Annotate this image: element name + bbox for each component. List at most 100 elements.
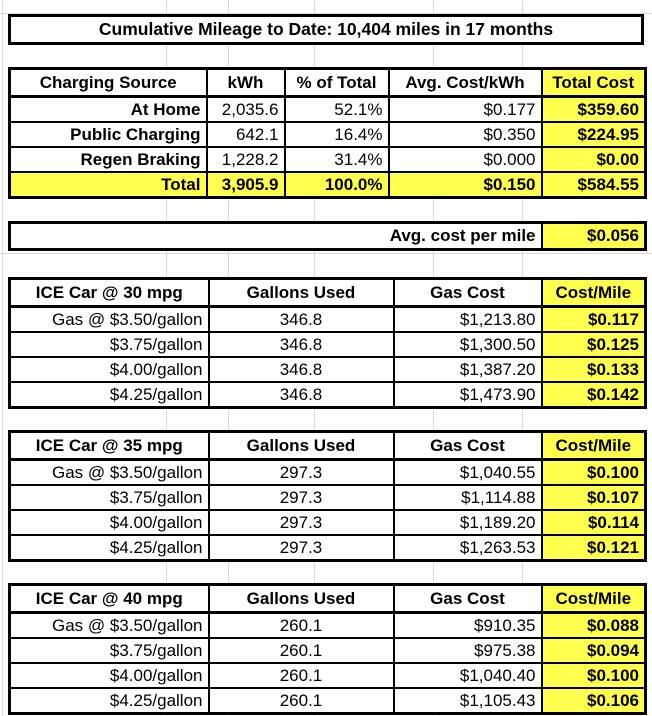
header-total-cost[interactable]: Total Cost	[540, 67, 647, 98]
header-cost-mile[interactable]: Cost/Mile	[540, 277, 647, 308]
total-row: Total 3,905.9 100.0% $0.150 $584.55	[8, 171, 647, 199]
cell-total-cost[interactable]: $584.55	[540, 171, 647, 199]
cell-gallons[interactable]: 297.3	[207, 484, 395, 511]
cell-label[interactable]: $4.00/gallon	[8, 356, 210, 383]
header-ice-35mpg[interactable]: ICE Car @ 35 mpg	[8, 430, 210, 461]
table-row: $4.25/gallon 346.8 $1,473.90 $0.142	[8, 381, 647, 409]
cell-gallons[interactable]: 260.1	[207, 637, 395, 664]
cell-cost-per-mile[interactable]: $0.100	[540, 458, 647, 486]
header-row: ICE Car @ 35 mpg Gallons Used Gas Cost C…	[8, 430, 647, 461]
cell-pct[interactable]: 16.4%	[283, 121, 390, 148]
cell-total-cost[interactable]: $224.95	[540, 121, 647, 148]
cell-gallons[interactable]: 346.8	[207, 356, 395, 383]
cell-label[interactable]: $4.25/gallon	[8, 381, 210, 409]
header-kwh[interactable]: kWh	[205, 67, 286, 98]
cell-label[interactable]: Gas @ $3.50/gallon	[8, 458, 210, 486]
header-gallons-used[interactable]: Gallons Used	[207, 583, 395, 614]
cell-avg-cost[interactable]: $0.177	[387, 95, 543, 123]
cell-gallons[interactable]: 297.3	[207, 509, 395, 536]
title-bar[interactable]: Cumulative Mileage to Date: 10,404 miles…	[8, 14, 644, 45]
cell-gas-cost[interactable]: $910.35	[392, 611, 543, 639]
header-gallons-used[interactable]: Gallons Used	[207, 277, 395, 308]
cell-label[interactable]: $4.25/gallon	[8, 534, 210, 562]
cell-avg-cost[interactable]: $0.350	[387, 121, 543, 148]
cell-cost-per-mile[interactable]: $0.121	[540, 534, 647, 562]
table-row: Regen Braking 1,228.2 31.4% $0.000 $0.00	[8, 146, 647, 173]
cell-cost-per-mile[interactable]: $0.133	[540, 356, 647, 383]
cell-cost-per-mile[interactable]: $0.114	[540, 509, 647, 536]
cell-label[interactable]: $3.75/gallon	[8, 331, 210, 358]
cell-avg-cost[interactable]: $0.000	[387, 146, 543, 173]
table-row: Gas @ $3.50/gallon 260.1 $910.35 $0.088	[8, 611, 647, 639]
cell-gas-cost[interactable]: $1,105.43	[392, 687, 543, 715]
cell-gallons[interactable]: 346.8	[207, 305, 395, 333]
cell-cost-per-mile[interactable]: $0.088	[540, 611, 647, 639]
charging-summary-table: Charging Source kWh % of Total Avg. Cost…	[8, 67, 647, 199]
cell-label[interactable]: $4.00/gallon	[8, 662, 210, 689]
cell-gallons[interactable]: 297.3	[207, 534, 395, 562]
cell-kwh[interactable]: 3,905.9	[205, 171, 286, 199]
header-cost-mile[interactable]: Cost/Mile	[540, 430, 647, 461]
cell-kwh[interactable]: 1,228.2	[205, 146, 286, 173]
table-row: $3.75/gallon 346.8 $1,300.50 $0.125	[8, 331, 647, 358]
cell-label[interactable]: At Home	[8, 95, 208, 123]
cell-pct[interactable]: 52.1%	[283, 95, 390, 123]
table-row: At Home 2,035.6 52.1% $0.177 $359.60	[8, 95, 647, 123]
cell-kwh[interactable]: 2,035.6	[205, 95, 286, 123]
cell-avg-cost-label[interactable]: Avg. cost per mile	[8, 221, 543, 251]
cell-label[interactable]: $4.25/gallon	[8, 687, 210, 715]
header-gas-cost[interactable]: Gas Cost	[392, 430, 543, 461]
cell-pct[interactable]: 31.4%	[283, 146, 390, 173]
cell-gas-cost[interactable]: $1,473.90	[392, 381, 543, 409]
ice-40mpg-table: ICE Car @ 40 mpg Gallons Used Gas Cost C…	[8, 583, 647, 715]
cell-label[interactable]: Gas @ $3.50/gallon	[8, 305, 210, 333]
cell-avg-cost-value[interactable]: $0.056	[540, 221, 647, 251]
cell-avg-cost[interactable]: $0.150	[387, 171, 543, 199]
cell-label[interactable]: $3.75/gallon	[8, 637, 210, 664]
cell-gallons[interactable]: 346.8	[207, 381, 395, 409]
header-avg-cost-kwh[interactable]: Avg. Cost/kWh	[387, 67, 543, 98]
cell-cost-per-mile[interactable]: $0.107	[540, 484, 647, 511]
header-charging-source[interactable]: Charging Source	[8, 67, 208, 98]
cell-cost-per-mile[interactable]: $0.117	[540, 305, 647, 333]
header-cost-mile[interactable]: Cost/Mile	[540, 583, 647, 614]
cell-gas-cost[interactable]: $1,387.20	[392, 356, 543, 383]
cell-label[interactable]: Gas @ $3.50/gallon	[8, 611, 210, 639]
cell-pct[interactable]: 100.0%	[283, 171, 390, 199]
table-row: $3.75/gallon 260.1 $975.38 $0.094	[8, 637, 647, 664]
cell-label[interactable]: $4.00/gallon	[8, 509, 210, 536]
header-ice-30mpg[interactable]: ICE Car @ 30 mpg	[8, 277, 210, 308]
cell-total-cost[interactable]: $0.00	[540, 146, 647, 173]
cell-gas-cost[interactable]: $1,040.55	[392, 458, 543, 486]
header-gas-cost[interactable]: Gas Cost	[392, 583, 543, 614]
cell-gas-cost[interactable]: $1,189.20	[392, 509, 543, 536]
cell-cost-per-mile[interactable]: $0.094	[540, 637, 647, 664]
cell-cost-per-mile[interactable]: $0.106	[540, 687, 647, 715]
header-pct-of-total[interactable]: % of Total	[283, 67, 390, 98]
header-gas-cost[interactable]: Gas Cost	[392, 277, 543, 308]
cell-gas-cost[interactable]: $1,263.53	[392, 534, 543, 562]
cell-gallons[interactable]: 260.1	[207, 662, 395, 689]
cell-label[interactable]: $3.75/gallon	[8, 484, 210, 511]
cell-gas-cost[interactable]: $1,040.40	[392, 662, 543, 689]
header-ice-40mpg[interactable]: ICE Car @ 40 mpg	[8, 583, 210, 614]
cell-gas-cost[interactable]: $1,300.50	[392, 331, 543, 358]
cell-gallons[interactable]: 260.1	[207, 687, 395, 715]
cell-label[interactable]: Regen Braking	[8, 146, 208, 173]
cell-total-cost[interactable]: $359.60	[540, 95, 647, 123]
cell-gallons[interactable]: 297.3	[207, 458, 395, 486]
table-row: Gas @ $3.50/gallon 346.8 $1,213.80 $0.117	[8, 305, 647, 333]
cell-label[interactable]: Total	[8, 171, 208, 199]
cell-gallons[interactable]: 260.1	[207, 611, 395, 639]
cell-gas-cost[interactable]: $1,114.88	[392, 484, 543, 511]
cell-gas-cost[interactable]: $1,213.80	[392, 305, 543, 333]
cell-cost-per-mile[interactable]: $0.125	[540, 331, 647, 358]
cell-cost-per-mile[interactable]: $0.142	[540, 381, 647, 409]
header-gallons-used[interactable]: Gallons Used	[207, 430, 395, 461]
cell-cost-per-mile[interactable]: $0.100	[540, 662, 647, 689]
cell-gas-cost[interactable]: $975.38	[392, 637, 543, 664]
cell-label[interactable]: Public Charging	[8, 121, 208, 148]
cell-gallons[interactable]: 346.8	[207, 331, 395, 358]
cell-kwh[interactable]: 642.1	[205, 121, 286, 148]
